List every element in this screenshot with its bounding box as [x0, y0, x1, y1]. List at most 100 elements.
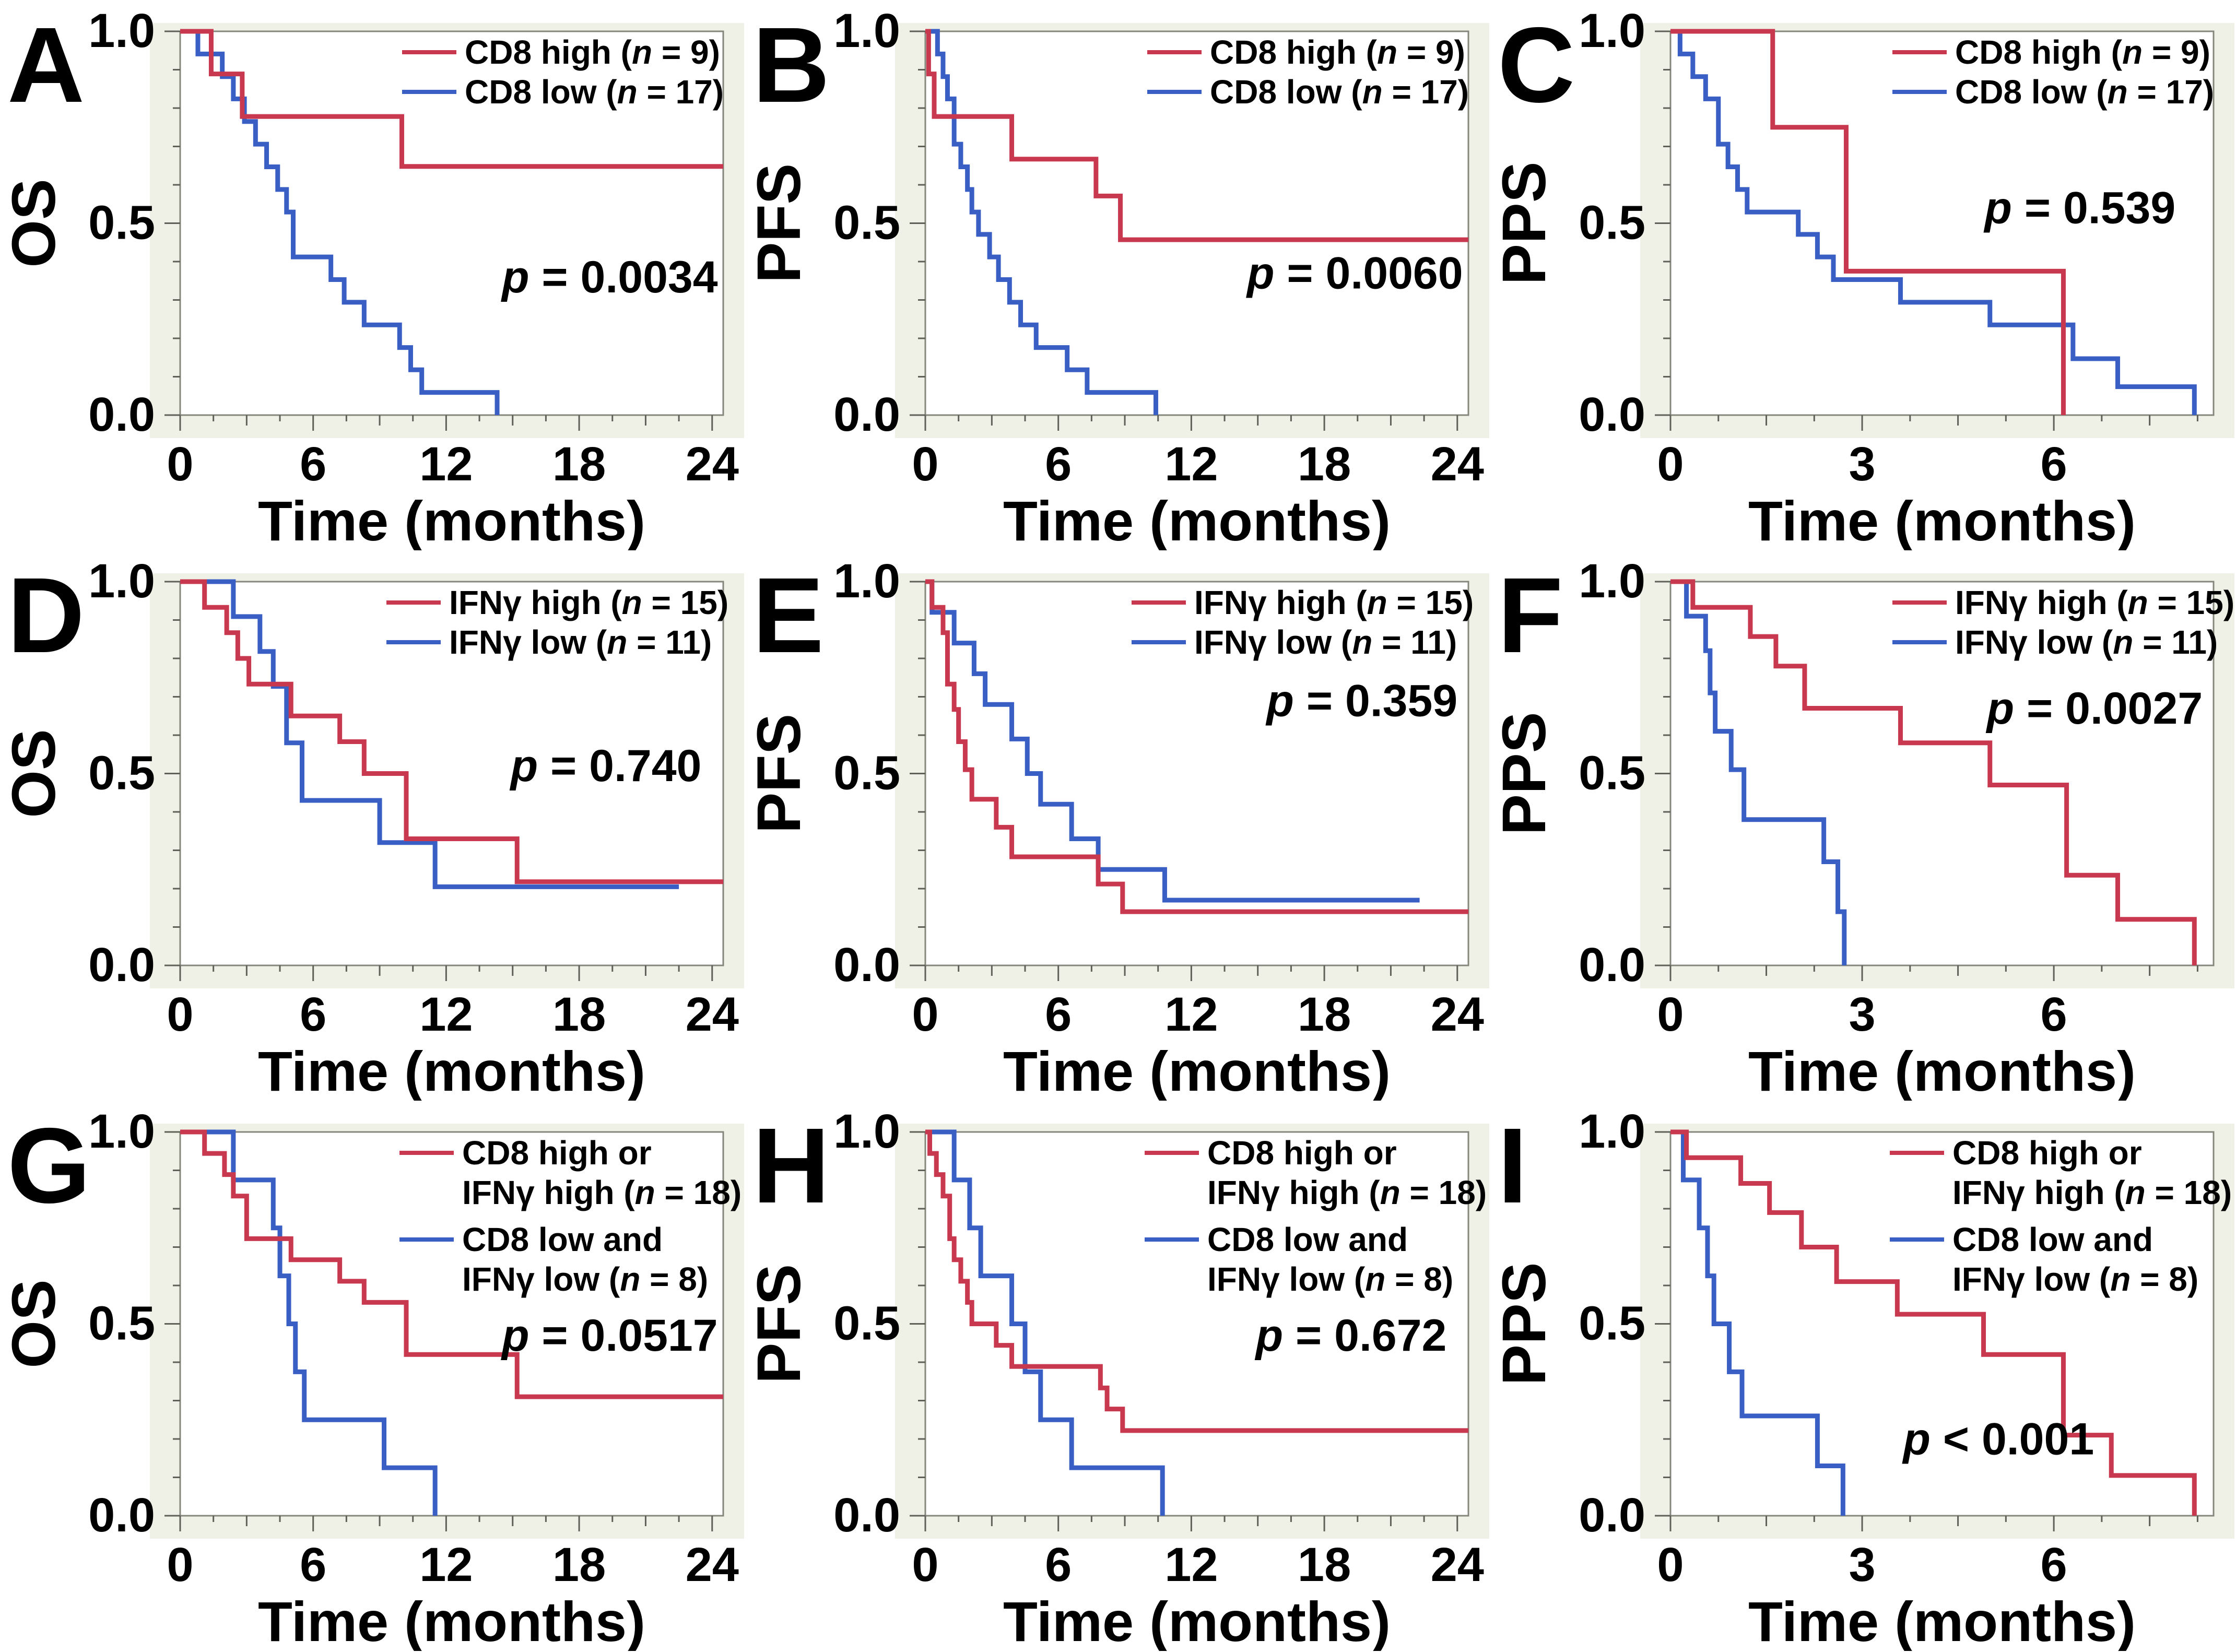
- legend-label-text: IFNγ low (: [449, 623, 607, 661]
- legend-label: IFNγ high (n = 18): [1207, 1174, 1487, 1211]
- x-tick-label: 0: [912, 988, 938, 1041]
- legend-label-text: IFNγ low (: [462, 1260, 620, 1298]
- panel-letter: C: [1498, 5, 1575, 125]
- km-panel-C: 0 3 6 0.0 0.5 1.0 PPS Time (months) CD8 high (n …: [1490, 0, 2235, 550]
- x-tick-label: 18: [552, 1538, 606, 1591]
- y-tick-label: 1.0: [833, 554, 900, 608]
- x-axis-ticks: [924, 415, 1458, 431]
- x-tick-label: 18: [1298, 438, 1351, 491]
- legend-n-value: = 9): [652, 33, 720, 71]
- y-tick-label: 1.0: [88, 554, 155, 608]
- legend-n-symbol: n: [2125, 1174, 2146, 1211]
- y-axis-title: PPS: [1490, 1262, 1559, 1385]
- p-symbol: p: [1902, 1414, 1931, 1464]
- survival-curve-high: [180, 1129, 723, 1399]
- y-tick-label: 1.0: [1579, 1105, 1645, 1158]
- survival-curve-high: [180, 579, 723, 884]
- p-value-text: = 0.672: [1283, 1311, 1446, 1361]
- x-tick-label: 6: [1045, 1538, 1072, 1591]
- x-axis-title: Time (months): [1748, 489, 2136, 550]
- legend-label: CD8 low and: [1207, 1221, 1408, 1258]
- y-tick-label: 0.5: [1579, 1297, 1645, 1350]
- legend-n-symbol: n: [1380, 1174, 1401, 1211]
- p-symbol: p: [501, 1311, 529, 1361]
- legend-n-symbol: n: [632, 33, 652, 71]
- x-tick-label: 6: [300, 438, 326, 491]
- p-value-text: = 0.0034: [529, 252, 718, 302]
- x-tick-label: 24: [686, 1538, 739, 1591]
- panel-letter: B: [752, 5, 830, 125]
- legend-n-value: = 9): [1397, 33, 1465, 71]
- survival-curve-low: [180, 579, 679, 889]
- y-axis-title: PPS: [1490, 712, 1559, 835]
- legend-label: IFNγ high (n = 15): [449, 584, 728, 621]
- panel-letter: I: [1498, 1106, 1527, 1225]
- legend-label: CD8 high or: [1207, 1134, 1397, 1172]
- p-value-text: = 0.539: [2012, 183, 2175, 233]
- survival-curve-low: [1670, 579, 1847, 965]
- x-tick-label: 18: [552, 988, 606, 1041]
- x-tick-label: 0: [167, 1538, 193, 1591]
- legend-label: CD8 high (n = 9): [1955, 33, 2210, 71]
- p-value: p = 0.740: [510, 741, 702, 791]
- x-axis-title: Time (months): [1748, 1590, 2136, 1651]
- legend-label-text: IFNγ high (: [1207, 1174, 1380, 1211]
- y-tick-label: 0.0: [1579, 938, 1645, 992]
- survival-curve-low: [925, 579, 1420, 903]
- km-panel-B: 0 6 12 18 24 0.0 0.5 1.0 PFS Time (months) CD8 hig…: [745, 0, 1490, 550]
- legend-label: CD8 low (n = 17): [1210, 73, 1469, 111]
- y-axis-ticks: [164, 1131, 180, 1517]
- legend-label: IFNγ high (n = 18): [462, 1174, 742, 1211]
- legend-n-value: = 15): [642, 584, 728, 621]
- y-tick-label: 0.5: [88, 196, 155, 250]
- km-chart-A: 0 6 12 18 24 0.0 0.5 1.0 OS Time (months) CD8 high…: [0, 4, 744, 550]
- legend-n-symbol: n: [620, 1260, 640, 1298]
- survival-curve-high: [925, 1129, 1468, 1433]
- x-tick-label: 0: [167, 988, 193, 1041]
- y-axis-title: PPS: [1490, 161, 1559, 285]
- km-chart-D: 0 6 12 18 24 0.0 0.5 1.0 OS Time (months) IFNγ hig…: [0, 554, 744, 1101]
- x-tick-label: 0: [1657, 988, 1684, 1041]
- p-symbol: p: [1986, 683, 2015, 734]
- y-tick-label: 0.5: [1579, 196, 1645, 250]
- survival-curve-high: [1670, 579, 2197, 965]
- p-value: p = 0.672: [1255, 1311, 1447, 1361]
- x-tick-label: 18: [1298, 988, 1351, 1041]
- legend-label: IFNγ low (n = 11): [449, 623, 712, 661]
- p-symbol: p: [1983, 183, 2012, 233]
- legend-n-value: = 15): [1387, 584, 1474, 621]
- km-chart-B: 0 6 12 18 24 0.0 0.5 1.0 PFS Time (months) CD8 hig…: [745, 4, 1489, 550]
- legend-label: CD8 low and: [462, 1221, 663, 1258]
- legend-n-value: = 8): [640, 1260, 708, 1298]
- x-axis-title: Time (months): [258, 1590, 645, 1651]
- km-panel-D: 0 6 12 18 24 0.0 0.5 1.0 OS Time (months) IFNγ hig…: [0, 550, 745, 1101]
- y-axis-ticks: [1655, 1131, 1670, 1517]
- legend-n-value: = 8): [1385, 1260, 1453, 1298]
- y-axis-title: OS: [0, 179, 68, 268]
- km-chart-C: 0 3 6 0.0 0.5 1.0 PPS Time (months) CD8 high (n …: [1490, 4, 2234, 550]
- x-tick-label: 24: [686, 988, 739, 1041]
- survival-curve-high: [925, 29, 1468, 242]
- x-tick-label: 3: [1849, 1538, 1875, 1591]
- p-value-text: = 0.0060: [1275, 248, 1463, 298]
- plot-frame: [1669, 30, 2215, 416]
- legend-label-text: IFNγ low (: [1952, 1260, 2111, 1298]
- legend-n-symbol: n: [1352, 623, 1372, 661]
- x-tick-label: 12: [419, 438, 473, 491]
- legend-n-value: = 9): [2143, 33, 2210, 71]
- y-tick-label: 0.5: [88, 1297, 155, 1350]
- survival-curve-low: [925, 29, 1158, 415]
- x-tick-label: 12: [1164, 438, 1218, 491]
- legend-n-symbol: n: [617, 73, 638, 111]
- legend-n-symbol: n: [1365, 1260, 1385, 1298]
- legend-n-value: = 15): [2148, 584, 2234, 621]
- x-axis-title: Time (months): [1003, 1040, 1391, 1101]
- y-axis-ticks: [910, 30, 925, 416]
- p-symbol: p: [1246, 248, 1275, 298]
- panel-letter: F: [1498, 556, 1563, 675]
- legend-label: CD8 high or: [462, 1134, 652, 1172]
- x-axis-title: Time (months): [1003, 489, 1391, 550]
- x-tick-label: 0: [167, 438, 193, 491]
- legend-label-text: IFNγ low (: [1194, 623, 1352, 661]
- p-value: p = 0.0027: [1986, 683, 2203, 734]
